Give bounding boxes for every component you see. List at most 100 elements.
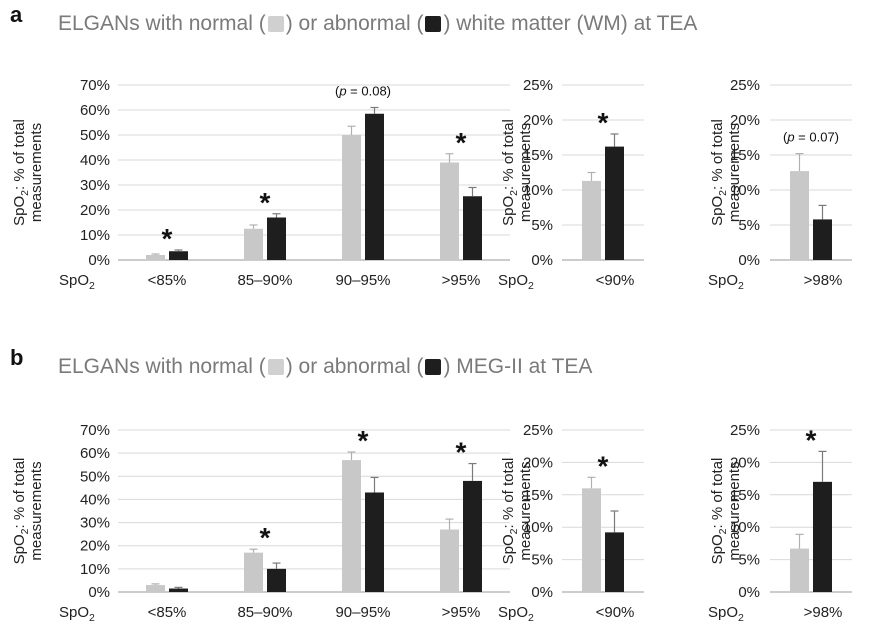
chart-1-1: 0% 5% 10% 15% 20% 25% SpO2​: % of totalmeasure… <box>498 422 644 624</box>
bar-abnormal <box>463 480 482 592</box>
x-tick-label: >98% <box>804 272 843 289</box>
y-axis-label-line1: SpO2​: % of total <box>500 458 520 565</box>
y-tick-label: 70% <box>80 77 110 94</box>
headline-b-suffix: ) MEG-II at TEA <box>443 355 593 378</box>
x-tick-label: 90–95% <box>335 272 390 289</box>
y-tick-label: 5% <box>738 552 760 569</box>
bar-abnormal <box>169 251 188 260</box>
y-tick-label: 5% <box>531 217 553 234</box>
p-value-label: (p = 0.08) <box>335 84 391 99</box>
bar-abnormal <box>463 196 482 260</box>
y-tick-label: 10% <box>523 182 553 199</box>
bar-normal <box>146 255 165 260</box>
x-tick-label: 85–90% <box>237 272 292 289</box>
y-tick-label: 0% <box>531 584 553 601</box>
x-tick-label: <90% <box>596 272 635 289</box>
bar-abnormal <box>365 492 384 592</box>
y-tick-label: 25% <box>523 77 553 94</box>
significance-star: * <box>806 424 817 455</box>
x-tick-label: <85% <box>148 604 187 621</box>
bar-abnormal <box>813 481 832 592</box>
y-tick-label: 40% <box>80 152 110 169</box>
significance-star: * <box>162 223 173 254</box>
y-axis-label-line2: measurements <box>726 123 743 222</box>
y-tick-label: 25% <box>523 422 553 439</box>
x-tick-label: >98% <box>804 604 843 621</box>
x-tick-label: <90% <box>596 604 635 621</box>
y-axis-label-line1: SpO2​: % of total <box>11 119 31 226</box>
bar-abnormal <box>605 146 624 260</box>
y-tick-label: 60% <box>80 102 110 119</box>
y-tick-label: 50% <box>80 468 110 485</box>
y-tick-label: 30% <box>80 177 110 194</box>
y-axis-label-line1: SpO2​: % of total <box>709 119 729 226</box>
chart-0-2: 0% 5% 10% 15% 20% 25% SpO2​: % of totalmeasure… <box>708 77 852 292</box>
significance-star: * <box>456 437 467 468</box>
y-tick-label: 10% <box>523 519 553 536</box>
y-tick-label: 5% <box>531 552 553 569</box>
bar-normal <box>440 529 459 592</box>
normal-swatch <box>267 359 284 375</box>
bar-abnormal <box>605 532 624 592</box>
bar-abnormal <box>813 219 832 260</box>
y-tick-label: 10% <box>80 227 110 244</box>
significance-star: * <box>358 425 369 456</box>
chart-0-1: 0% 5% 10% 15% 20% 25% SpO2​: % of totalmeasure… <box>498 77 644 292</box>
bar-normal <box>342 135 361 260</box>
bar-normal <box>342 460 361 592</box>
y-tick-label: 15% <box>730 487 760 504</box>
y-tick-label: 5% <box>738 217 760 234</box>
significance-star: * <box>598 107 609 138</box>
significance-star: * <box>598 450 609 481</box>
abnormal-swatch <box>425 16 442 32</box>
bar-normal <box>582 488 601 592</box>
normal-swatch <box>267 16 284 32</box>
y-tick-label: 15% <box>523 487 553 504</box>
headline-b-prefix: ELGANs with normal ( <box>58 355 266 378</box>
y-axis-label-line2: measurements <box>726 461 743 560</box>
bar-abnormal <box>365 113 384 260</box>
significance-star: * <box>260 522 271 553</box>
y-tick-label: 50% <box>80 127 110 144</box>
x-tick-label: <85% <box>148 272 187 289</box>
y-axis-label-line1: SpO2​: % of total <box>11 458 31 565</box>
x-axis-prefix: SpO2​ <box>498 604 534 624</box>
bar-abnormal <box>267 568 286 592</box>
y-axis-label-line2: measurements <box>28 461 45 560</box>
headline-b-mid: ) or abnormal ( <box>285 355 424 378</box>
panel-b-headline: ELGANs with normal ( ) or abnormal ( ) MEG… <box>58 355 592 379</box>
y-tick-label: 0% <box>738 584 760 601</box>
x-axis-prefix: SpO2​ <box>498 272 534 292</box>
y-tick-label: 60% <box>80 445 110 462</box>
y-tick-label: 20% <box>523 454 553 471</box>
y-tick-label: 10% <box>730 519 760 536</box>
y-tick-label: 20% <box>80 202 110 219</box>
y-axis-label-line2: measurements <box>517 123 534 222</box>
y-tick-label: 0% <box>88 252 110 269</box>
p-value-label: (p = 0.07) <box>783 130 839 145</box>
chart-1-2: 0% 5% 10% 15% 20% 25% SpO2​: % of totalmeasure… <box>708 422 852 624</box>
x-tick-label: 85–90% <box>237 604 292 621</box>
bar-normal <box>244 228 263 260</box>
significance-star: * <box>456 127 467 158</box>
panel-a-headline: ELGANs with normal () or abnormal () whi… <box>58 12 697 36</box>
chart-0-0: 0% 10% 20% 30% 40% 50% 60% 70% SpO2​: % of total… <box>11 77 510 292</box>
y-axis-label-line2: measurements <box>517 461 534 560</box>
bar-normal <box>790 548 809 592</box>
y-tick-label: 20% <box>80 538 110 555</box>
x-axis-prefix: SpO2​ <box>708 604 744 624</box>
panel-b-letter: b <box>10 345 24 370</box>
y-tick-label: 30% <box>80 515 110 532</box>
x-axis-prefix: SpO2​ <box>59 604 95 624</box>
bar-normal <box>244 552 263 592</box>
y-tick-label: 15% <box>523 147 553 164</box>
bar-normal <box>146 585 165 592</box>
y-tick-label: 20% <box>730 112 760 129</box>
headline-a-suffix: ) white matter (WM) at TEA <box>443 12 698 35</box>
bar-normal <box>582 180 601 260</box>
